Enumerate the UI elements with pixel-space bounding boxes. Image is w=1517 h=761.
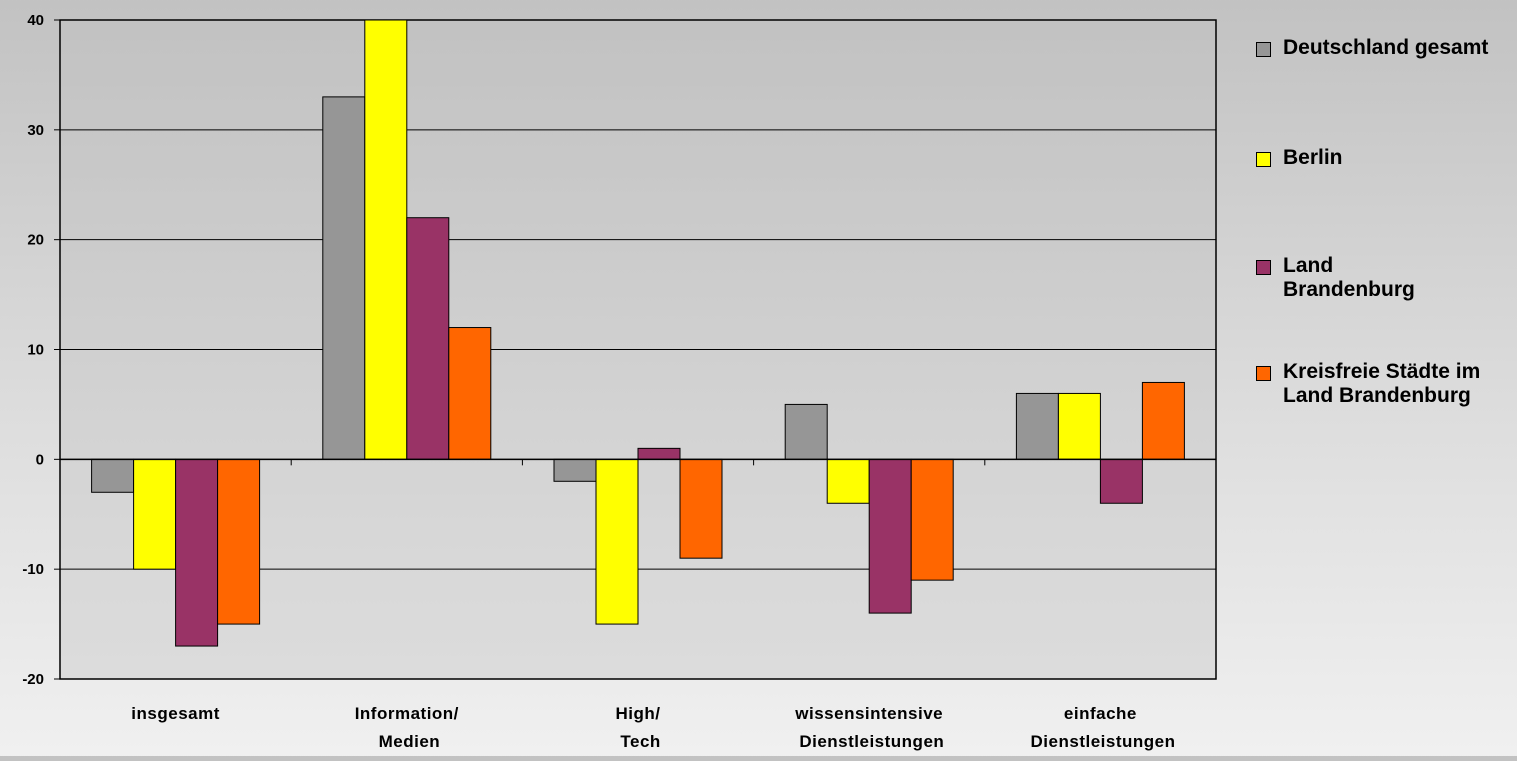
legend-swatch-berlin: [1256, 152, 1271, 167]
legend-swatch-deutschland: [1256, 42, 1271, 57]
y-tick-label: 20: [27, 232, 44, 249]
y-tick-label: 10: [27, 342, 44, 359]
bar: [91, 458, 135, 493]
x-category-label: Information/ Medien: [355, 704, 459, 751]
legend-swatch-brandenburg: [1256, 260, 1271, 275]
y-tick-label: 40: [27, 12, 44, 29]
bar: [679, 458, 723, 559]
x-category-label: High/ Tech: [615, 704, 661, 751]
bar: [406, 217, 450, 460]
x-category-label: insgesamt: [131, 704, 220, 723]
legend-item-kreisfreie-staedte: Kreisfreie Städte im Land Brandenburg: [1256, 360, 1517, 408]
bar: [553, 458, 597, 482]
y-tick-label: -20: [22, 671, 44, 688]
bar: [784, 403, 828, 460]
bar: [595, 458, 639, 625]
y-tick-label: -10: [22, 561, 44, 578]
x-category-label: wissensintensive Dienstleistungen: [794, 704, 944, 751]
x-category-label: einfache Dienstleistungen: [1025, 704, 1175, 751]
legend-label: Berlin: [1283, 146, 1343, 169]
y-tick-label: 30: [27, 122, 44, 139]
legend-item-deutschland: Deutschland gesamt: [1256, 36, 1517, 60]
bar: [1057, 392, 1101, 460]
bar: [1141, 381, 1185, 460]
bar: [826, 458, 870, 504]
legend-label: Kreisfreie Städte im Land Brandenburg: [1283, 360, 1481, 407]
bar: [217, 458, 261, 625]
bar: [448, 327, 492, 460]
legend-swatch-kreisfreie-staedte: [1256, 366, 1271, 381]
legend-label: Land Brandenburg: [1283, 254, 1415, 301]
bar: [364, 19, 408, 460]
bar: [322, 96, 366, 460]
bar: [175, 458, 219, 647]
legend-label: Deutschland gesamt: [1283, 36, 1489, 59]
legend-item-brandenburg: Land Brandenburg: [1256, 254, 1415, 302]
bar: [1099, 458, 1143, 504]
bar: [1015, 392, 1059, 460]
y-tick-label: 0: [36, 451, 44, 468]
bar: [910, 458, 954, 581]
legend-item-berlin: Berlin: [1256, 146, 1517, 170]
bar: [868, 458, 912, 614]
bar: [637, 447, 681, 460]
bar: [133, 458, 177, 570]
